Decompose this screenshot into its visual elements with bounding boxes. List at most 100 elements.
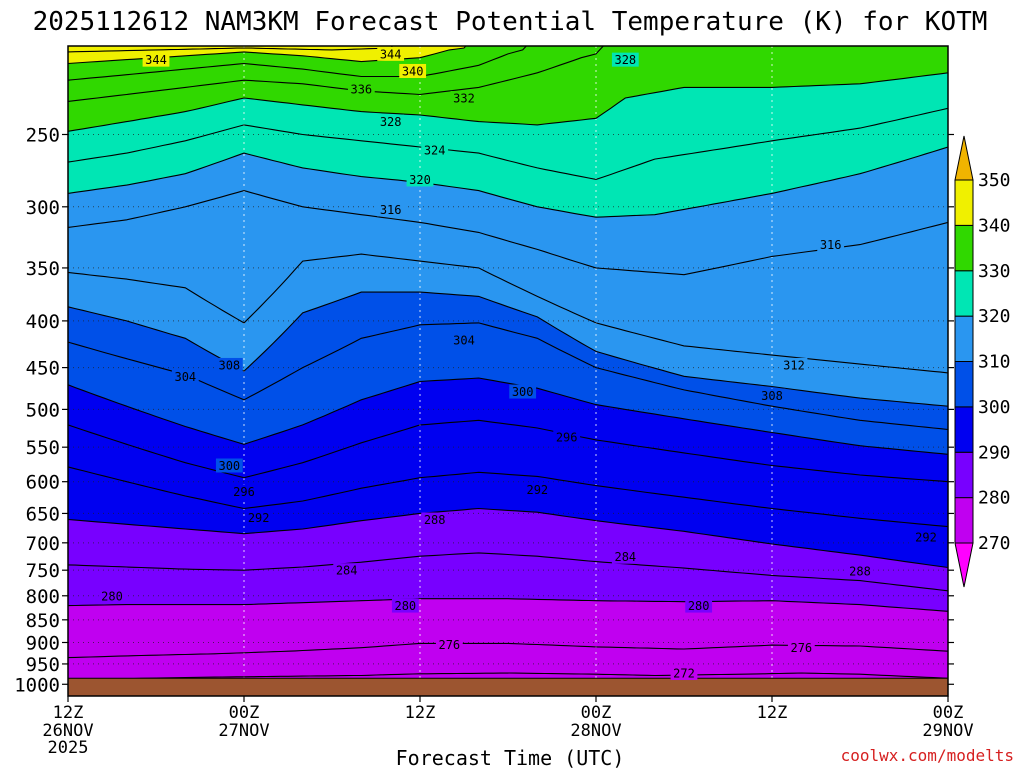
- contour-label-text: 288: [424, 513, 446, 527]
- isentrope-316: [68, 190, 948, 276]
- contour-label-304-14: 304: [171, 369, 199, 384]
- contour-label-bg: [391, 598, 419, 613]
- contour-label-text: 280: [688, 599, 710, 613]
- colorbar-band-340: [954, 179, 974, 226]
- contour-label-bg: [450, 90, 478, 105]
- colorbar-label-320: 320: [978, 306, 1011, 327]
- y-tick-label-650: 650: [26, 503, 60, 525]
- ground-layer: [68, 677, 948, 696]
- ground: [68, 678, 948, 696]
- colorbar-label-310: 310: [978, 352, 1011, 373]
- contour-label-text: 320: [409, 173, 431, 187]
- isentrope-272: [68, 672, 948, 681]
- contour-label-316-9: 316: [377, 202, 405, 217]
- contour-label-280-28: 280: [391, 598, 419, 613]
- y-tick-label-700: 700: [26, 533, 60, 555]
- contour-label-340-2: 340: [399, 63, 427, 78]
- isentrope-292: [68, 466, 948, 528]
- contour-label-text: 336: [350, 83, 372, 97]
- colorbar-label-280: 280: [978, 488, 1011, 509]
- y-tick-label-350: 350: [26, 258, 60, 280]
- isentrope-280: [68, 598, 948, 612]
- isentrope-344: [68, 46, 394, 53]
- contour-label-bg: [377, 114, 405, 129]
- isentrope-288: [68, 507, 948, 569]
- contour-label-300-17: 300: [215, 458, 243, 473]
- x-axis-label: Forecast Time (UTC): [396, 746, 625, 768]
- y-tick-label-400: 400: [26, 311, 60, 333]
- contour-label-284-26: 284: [611, 549, 639, 564]
- colorbar-label-270: 270: [978, 533, 1011, 554]
- contour-label-328-5: 328: [377, 114, 405, 129]
- contour-label-bg: [611, 549, 639, 564]
- contour-label-324-7: 324: [421, 143, 449, 158]
- y-tick-label-300: 300: [26, 197, 60, 219]
- contour-label-text: 328: [614, 53, 636, 67]
- contour-label-text: 284: [614, 550, 636, 564]
- isentrope-284: [68, 552, 948, 592]
- band-above-344: [68, 46, 393, 52]
- contour-label-bg: [780, 357, 808, 372]
- contour-label-bg: [98, 588, 126, 603]
- contour-label-bg: [215, 357, 243, 372]
- contour-label-bg: [245, 510, 273, 525]
- colorbar-label-330: 330: [978, 261, 1011, 282]
- colorbar-band-300: [954, 361, 974, 408]
- contour-label-276-30: 276: [435, 637, 463, 652]
- y-tick-label-850: 850: [26, 610, 60, 632]
- contour-label-text: 308: [761, 389, 783, 403]
- contour-label-bg: [553, 429, 581, 444]
- x-tick-time-48: 12Z: [757, 703, 788, 723]
- contour-label-296-19: 296: [230, 484, 258, 499]
- isentrope-324: [68, 107, 948, 180]
- x-tick-time-0: 12Z: [53, 703, 84, 723]
- contour-label-text: 308: [218, 358, 240, 372]
- contour-label-text: 344: [380, 47, 402, 61]
- colorbar-band-280: [954, 451, 974, 499]
- contour-label-284-25: 284: [333, 563, 361, 578]
- x-tick-time-36: 00Z: [581, 703, 612, 723]
- plot-frame: [67, 45, 949, 697]
- contour-label-text: 316: [820, 238, 842, 252]
- contour-label-bg: [230, 484, 258, 499]
- contour-label-272-32: 272: [670, 666, 698, 681]
- contour-label-bg: [758, 388, 786, 403]
- contour-labels: 344 3443403363323283283243203163163123083…: [98, 46, 940, 681]
- contour-label-280-27: 280: [98, 588, 126, 603]
- contour-label-text: 292: [526, 483, 548, 497]
- contour-label-text: 296: [556, 430, 578, 444]
- contour-label-text: 284: [336, 564, 358, 578]
- contour-label-312-11: 312: [780, 357, 808, 372]
- isentrope-332: [68, 46, 605, 102]
- contour-label-text: 332: [453, 91, 475, 105]
- contour-label-text: 300: [218, 459, 240, 473]
- contour-label-bg: [787, 640, 815, 655]
- contour-label-text: 280: [394, 599, 416, 613]
- credit-text: coolwx.com/modelts: [841, 746, 1014, 765]
- contour-label-text: 316: [380, 203, 402, 217]
- contour-label-text: 304: [453, 334, 475, 348]
- contour-label-bg: [377, 46, 405, 61]
- contour-label-bg: [817, 237, 845, 252]
- x-tick-date-36: 28NOV: [570, 721, 621, 741]
- contour-label-text: 304: [174, 370, 196, 384]
- x-tick-date-0: 26NOV: [42, 721, 93, 741]
- grid-lines: [68, 46, 948, 696]
- y-tick-label-550: 550: [26, 437, 60, 459]
- isentrope-304: [68, 322, 948, 431]
- isentrope-296: [68, 419, 948, 483]
- contour-label-344-0: 344: [142, 52, 170, 67]
- colorbar-band-310: [954, 315, 974, 362]
- contour-label-328-6: 328: [611, 52, 639, 67]
- contour-label-292-22: 292: [912, 530, 940, 545]
- colorbar-label-350: 350: [978, 170, 1011, 191]
- contour-label-text: 340: [402, 64, 424, 78]
- contour-label-bg: [333, 563, 361, 578]
- colorbar-band-290: [954, 406, 974, 453]
- filled-isentrope-bands: [68, 46, 948, 696]
- contour-label-text: 276: [790, 641, 812, 655]
- contour-label-292-20: 292: [523, 482, 551, 497]
- x-tick-time-24: 12Z: [405, 703, 436, 723]
- x-tick-year-0: 2025: [48, 738, 89, 758]
- colorbar-band-320: [954, 270, 974, 317]
